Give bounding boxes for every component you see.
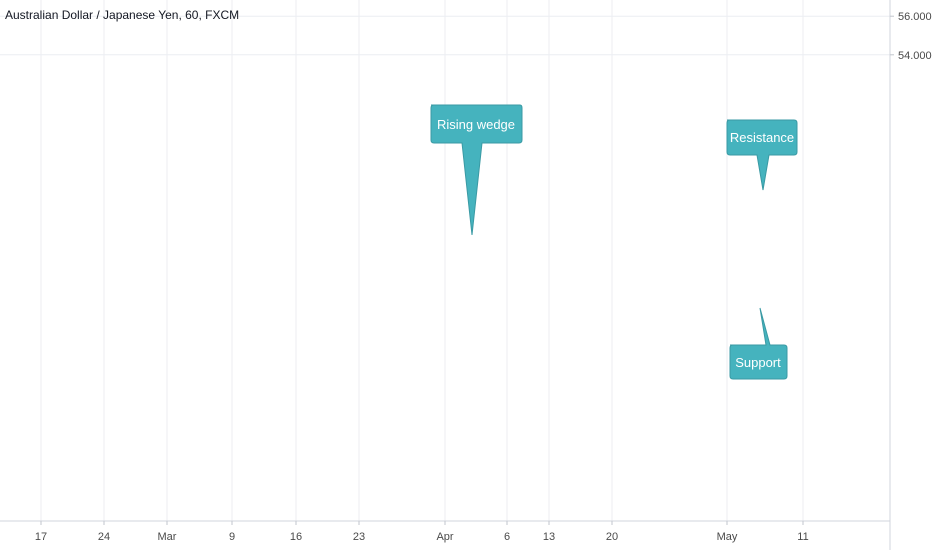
resistance-callout-box xyxy=(726,119,798,191)
x-tick-label: Mar xyxy=(158,531,177,543)
y-tick-label: 56.000 xyxy=(898,11,932,23)
x-tick-label: 9 xyxy=(229,531,235,543)
support-callout-box xyxy=(729,307,788,380)
resistance-callout[interactable]: Resistance xyxy=(726,119,798,191)
rising-wedge-callout-box xyxy=(430,104,523,236)
x-tick-label: 17 xyxy=(35,531,47,543)
x-tick-label: 16 xyxy=(290,531,302,543)
resistance-label: Resistance xyxy=(730,130,794,145)
chart-title: Australian Dollar / Japanese Yen, 60, FX… xyxy=(5,8,239,22)
y-tick-label: 54.000 xyxy=(898,50,932,62)
x-tick-label: May xyxy=(717,531,738,543)
x-tick-label: 23 xyxy=(353,531,365,543)
x-tick-label: 24 xyxy=(98,531,110,543)
x-tick-label: 13 xyxy=(543,531,555,543)
x-tick-label: 6 xyxy=(504,531,510,543)
grid xyxy=(0,0,890,521)
time-axis[interactable]: 17 24 Mar 9 16 23 Apr 6 13 20 May 11 xyxy=(35,521,809,543)
x-tick-label: 11 xyxy=(797,531,808,543)
support-callout[interactable]: Support xyxy=(729,307,788,380)
x-tick-label: 20 xyxy=(606,531,618,543)
price-axis[interactable]: 54.00056.00058.00060.00062.00064.00066.0… xyxy=(890,0,932,62)
rising-wedge-callout[interactable]: Rising wedge xyxy=(430,104,523,236)
x-tick-label: Apr xyxy=(436,531,453,543)
rising-wedge-label: Rising wedge xyxy=(437,117,515,132)
support-label: Support xyxy=(735,355,781,370)
